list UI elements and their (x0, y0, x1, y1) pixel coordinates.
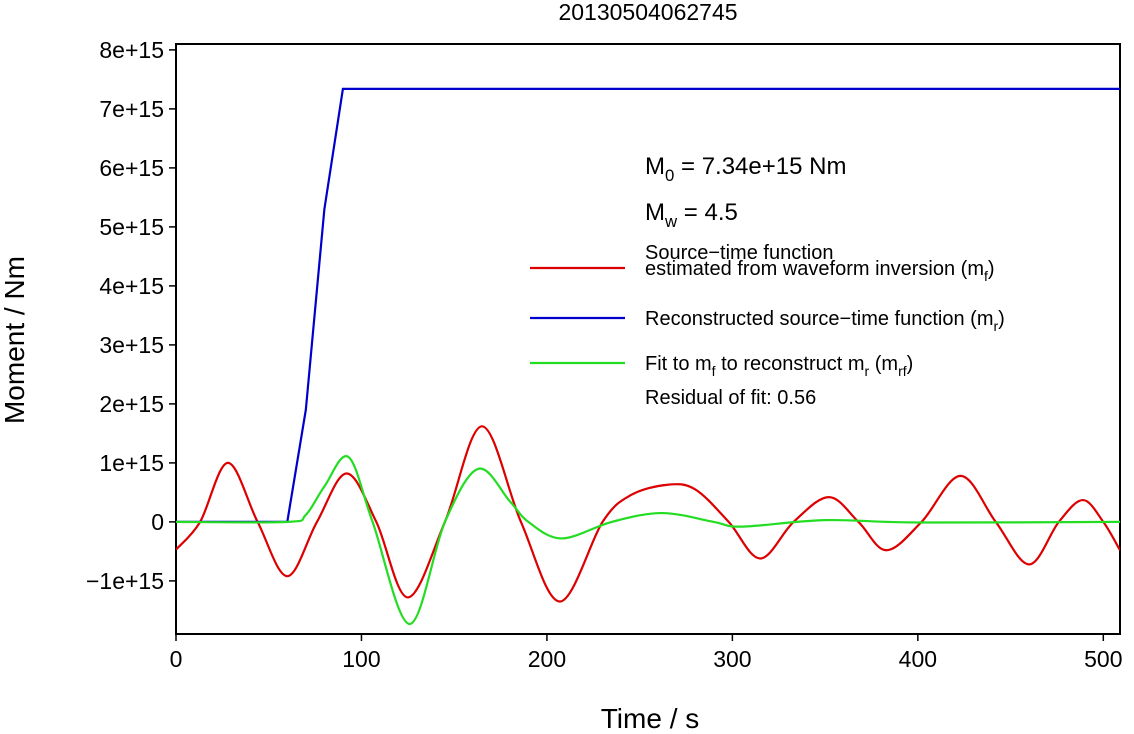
x-tick-label: 200 (528, 646, 566, 672)
legend-label-run: Fit to m (645, 353, 712, 375)
x-tick-label: 300 (713, 646, 751, 672)
legend-label: Source−time function (645, 242, 833, 264)
y-tick-label: 2e+15 (99, 391, 164, 417)
plot-frame (175, 43, 1121, 635)
legend-label-run: r (994, 318, 999, 334)
annotation-run: 0 (665, 166, 674, 185)
legend-label-run: f (712, 363, 716, 379)
annotation-run: Residual of fit: 0.56 (645, 387, 816, 409)
legend-label: Fit to mf to reconstruct mr (mrf) (645, 353, 913, 379)
legend-label-run: ) (907, 353, 914, 375)
y-tick-label: 7e+15 (99, 96, 164, 122)
legend-label-run: f (984, 268, 988, 284)
series-line (176, 455, 1120, 626)
y-tick-label: −1e+15 (86, 568, 164, 594)
annotation-run: = 4.5 (677, 199, 738, 226)
legend-label-run: (m (869, 353, 898, 375)
legend-label-run: r (865, 363, 870, 379)
legend-label-run: ) (988, 258, 995, 280)
annotation: Residual of fit: 0.56 (645, 387, 816, 409)
x-tick-label: 0 (170, 646, 183, 672)
legend-label: estimated from waveform inversion (mf) (645, 258, 995, 284)
legend-label-run: rf (898, 363, 907, 379)
y-tick-label: 8e+15 (99, 37, 164, 63)
annotation-run: M (645, 153, 665, 180)
annotation-run: M (645, 199, 665, 226)
legend-label-run: Source−time function (645, 242, 833, 264)
annotation: M0 = 7.34e+15 Nm (645, 153, 846, 185)
y-tick-label: 6e+15 (99, 155, 164, 181)
x-axis-label: Time / s (601, 703, 700, 734)
legend-label-run: ) (998, 308, 1005, 330)
chart-title: 20130504062745 (558, 0, 737, 25)
x-tick-label: 500 (1084, 646, 1122, 672)
annotation-run: = 7.34e+15 Nm (674, 153, 846, 180)
legend-label-run: to reconstruct m (716, 353, 865, 375)
y-tick-label: 3e+15 (99, 332, 164, 358)
annotation-run: w (664, 212, 678, 231)
y-tick-label: 4e+15 (99, 273, 164, 299)
x-tick-label: 400 (899, 646, 937, 672)
legend-label-run: estimated from waveform inversion (m (645, 258, 984, 280)
annotation: Mw = 4.5 (645, 199, 738, 231)
x-tick-label: 100 (342, 646, 380, 672)
y-axis-label: Moment / Nm (0, 256, 30, 424)
legend-label-run: Reconstructed source−time function (m (645, 308, 994, 330)
y-tick-label: 0 (151, 509, 164, 535)
series-line (176, 425, 1120, 603)
y-tick-label: 5e+15 (99, 214, 164, 240)
legend-label: Reconstructed source−time function (mr) (645, 308, 1005, 334)
y-tick-label: 1e+15 (99, 450, 164, 476)
